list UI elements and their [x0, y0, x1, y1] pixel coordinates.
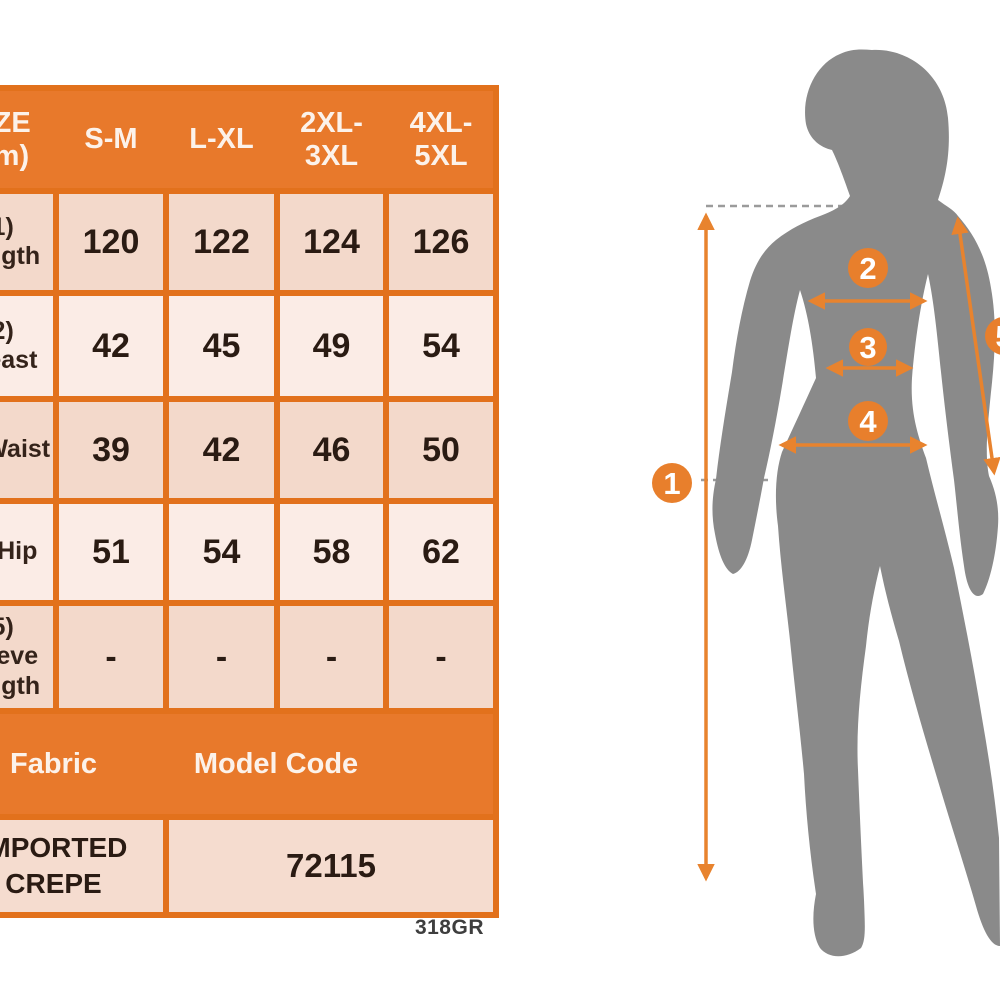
- marker-4: 4: [848, 401, 888, 441]
- woman-silhouette: [712, 49, 1000, 957]
- marker-circle-5: [985, 317, 1000, 355]
- product-code: 318GR: [414, 916, 484, 939]
- marker-circle-1: [652, 463, 692, 503]
- marker-5: 5: [985, 317, 1000, 355]
- size-cell: -: [280, 606, 383, 708]
- size-cell: 54: [169, 504, 274, 600]
- header-col-2xl3xl: 2XL-3XL: [300, 107, 363, 172]
- marker-circle-3: [849, 328, 887, 366]
- row-label-waist: (3) Waist: [0, 402, 53, 498]
- marker-number-4: 4: [859, 404, 877, 439]
- model-code-value: 72115: [169, 820, 493, 912]
- marker-number-3: 3: [859, 330, 876, 365]
- size-cell: 39: [59, 402, 163, 498]
- size-cell: 120: [59, 194, 163, 290]
- fabric-header: Fabric: [9, 747, 98, 780]
- size-cell: 45: [169, 296, 274, 396]
- row-label-length: (1) Length: [0, 194, 53, 290]
- size-cell: -: [59, 606, 163, 708]
- size-table: SIZE (cm) S-M L-XL 2XL-3XL 4XL-5XL (1) L…: [0, 85, 499, 918]
- size-cell: 42: [169, 402, 274, 498]
- size-cell: 46: [280, 402, 383, 498]
- marker-number-1: 1: [663, 466, 680, 501]
- size-cell: 58: [280, 504, 383, 600]
- size-cell: 50: [389, 402, 493, 498]
- marker-3: 3: [849, 328, 887, 366]
- size-cell: -: [169, 606, 274, 708]
- row-label-hip: (4) Hip: [0, 504, 53, 600]
- size-cell: 54: [389, 296, 493, 396]
- size-table-header-row: SIZE (cm) S-M L-XL 2XL-3XL 4XL-5XL: [0, 91, 493, 188]
- size-table-footer-header-row: Fabric Model Code: [0, 714, 493, 814]
- size-cell: 126: [389, 194, 493, 290]
- size-cell: 42: [59, 296, 163, 396]
- fabric-value: IMPORTED CREPE: [0, 820, 163, 912]
- header-col-lxl: L-XL: [189, 123, 254, 156]
- measurement-figure: 1 2 3 4 5: [652, 49, 1000, 957]
- marker-circle-4: [848, 401, 888, 441]
- marker-2: 2: [848, 248, 888, 288]
- model-code-header: Model Code: [193, 747, 359, 780]
- sleeve-arrow: [951, 216, 1000, 476]
- row-label-breast: (2) Breast: [0, 296, 53, 396]
- size-cell: 124: [280, 194, 383, 290]
- size-cell: -: [389, 606, 493, 708]
- marker-1: 1: [652, 463, 692, 503]
- footer-empty-cell: [389, 714, 493, 814]
- size-cell: 122: [169, 194, 274, 290]
- size-cell: 51: [59, 504, 163, 600]
- row-label-sleeve-length: (5) Sleeve Length: [0, 606, 53, 708]
- size-cell: 49: [280, 296, 383, 396]
- header-size-unit: SIZE (cm): [0, 107, 31, 172]
- marker-circle-2: [848, 248, 888, 288]
- marker-number-5: 5: [995, 319, 1000, 354]
- marker-number-2: 2: [859, 251, 876, 286]
- header-col-sm: S-M: [84, 123, 138, 156]
- size-cell: 62: [389, 504, 493, 600]
- header-col-4xl5xl: 4XL-5XL: [409, 107, 473, 172]
